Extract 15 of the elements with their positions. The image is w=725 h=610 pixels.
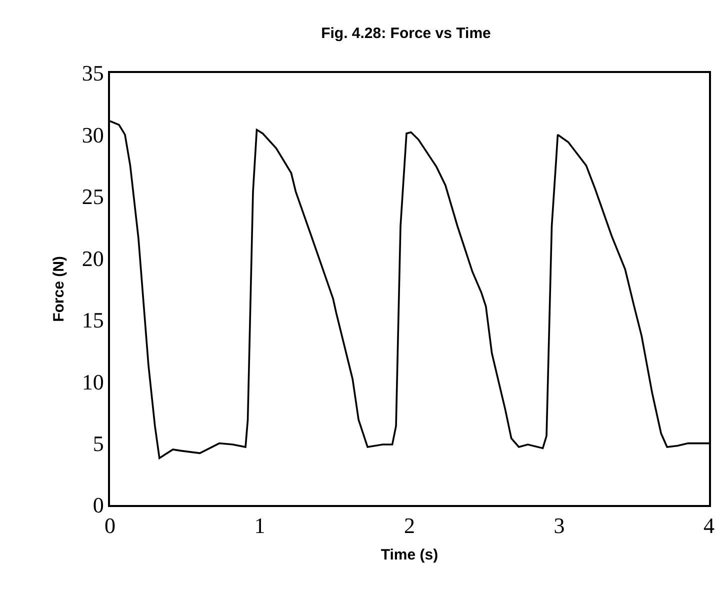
x-axis-title: Time (s) (380, 546, 438, 564)
x-tick-label: 2 (404, 513, 415, 538)
y-axis-title: Force (N) (50, 256, 68, 322)
y-tick-label: 25 (82, 184, 104, 210)
x-tick-label: 1 (254, 513, 266, 538)
y-tick-label: 0 (92, 492, 104, 518)
y-tick-label: 5 (92, 430, 104, 456)
y-tick-label: 35 (82, 60, 104, 86)
y-tick-label: 30 (82, 122, 104, 148)
x-tick-label: 4 (704, 513, 714, 538)
y-tick-label: 20 (82, 246, 104, 271)
x-tick-label: 3 (554, 513, 565, 538)
y-tick-label: 10 (82, 369, 104, 394)
y-tick-label: 15 (82, 308, 104, 333)
chart-title: Fig. 4.28: Force vs Time (321, 24, 491, 42)
